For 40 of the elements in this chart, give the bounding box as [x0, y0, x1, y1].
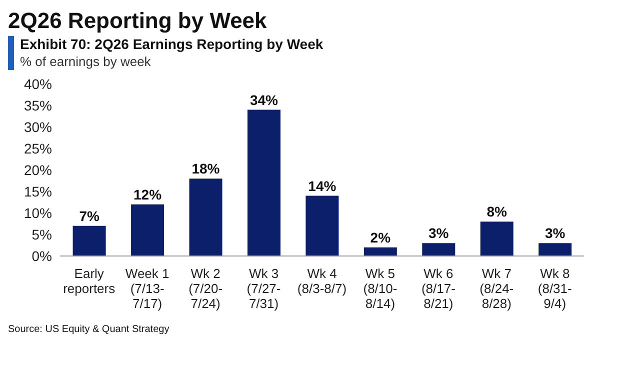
source-note: Source: US Equity & Quant Strategy	[8, 324, 170, 335]
x-tick-label: Wk 8 (8/31- 9/4)	[538, 266, 572, 311]
y-tick-label: 20%	[24, 162, 52, 178]
bar	[364, 247, 397, 256]
data-label: 18%	[192, 160, 220, 177]
bar	[72, 226, 106, 256]
y-tick-label: 0%	[32, 248, 52, 264]
bar	[480, 222, 514, 256]
data-label: 2%	[370, 229, 392, 246]
chart-title: 2Q26 Reporting by Week	[8, 8, 268, 34]
x-tick-label: Wk 4 (8/3-8/7)	[297, 266, 347, 296]
y-tick-label: 25%	[24, 140, 52, 156]
data-label: 3%	[428, 225, 450, 242]
y-axis-title: % of earnings by week	[20, 53, 152, 70]
x-tick-label: Week 1 (7/13- 7/17)	[125, 266, 170, 311]
y-tick-label: 5%	[32, 226, 52, 242]
data-label: 12%	[134, 186, 162, 202]
bar	[247, 110, 280, 256]
y-tick-label: 15%	[24, 183, 52, 200]
y-tick-label: 30%	[24, 118, 52, 135]
bar	[422, 243, 456, 256]
y-tick-label: 40%	[24, 76, 52, 92]
bar	[131, 204, 164, 256]
x-tick-label: Wk 5 (8/10- 8/14)	[363, 266, 398, 311]
y-tick-label: 35%	[24, 97, 52, 114]
x-tick-label: Wk 2 (7/20- 7/24)	[188, 266, 223, 311]
y-tick-label: 10%	[24, 204, 52, 221]
x-tick-label: Wk 6 (8/17- 8/21)	[421, 266, 456, 311]
bar	[306, 196, 339, 256]
data-label: 14%	[308, 178, 337, 194]
bar	[189, 178, 222, 256]
x-tick-label: Wk 7 (8/24- 8/28)	[480, 266, 514, 311]
data-label: 8%	[486, 204, 508, 220]
data-label: 34%	[250, 92, 279, 108]
data-label: 7%	[79, 208, 100, 224]
data-label: 3%	[544, 225, 566, 242]
bar	[538, 243, 572, 256]
x-tick-label: Early reporters	[63, 266, 116, 296]
x-tick-label: Wk 3 (7/27- 7/31)	[246, 266, 281, 311]
chart-subtitle: Exhibit 70: 2Q26 Earnings Reporting by Week	[20, 36, 324, 53]
